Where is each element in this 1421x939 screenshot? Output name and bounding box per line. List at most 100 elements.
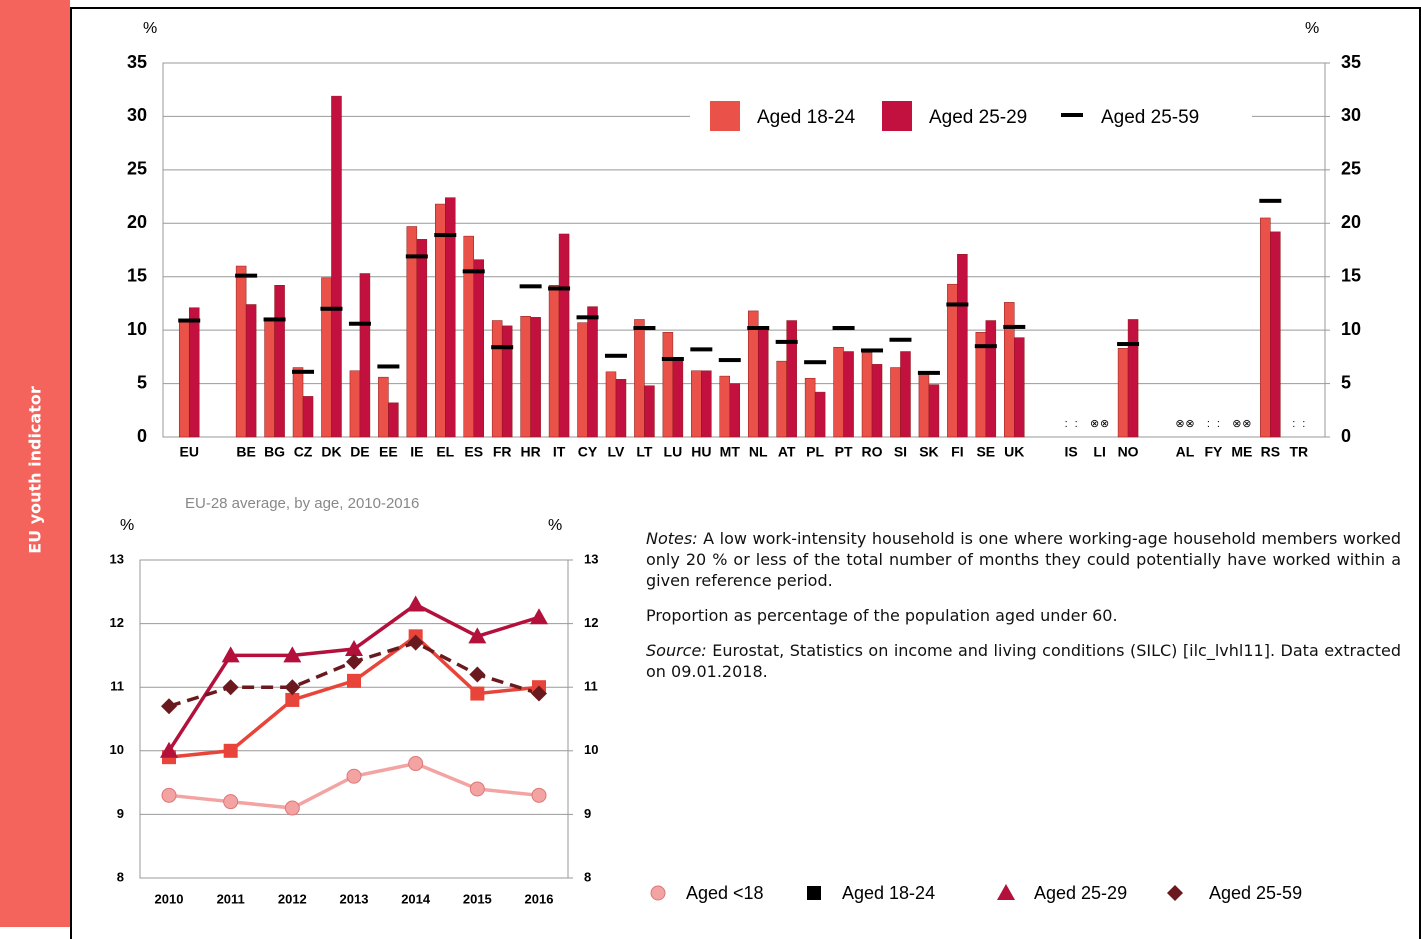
point — [407, 634, 424, 651]
y-tick-label: 12 — [110, 615, 124, 630]
legend-label: Aged <18 — [686, 883, 764, 903]
note-label: Notes: — [646, 529, 698, 548]
bar — [388, 402, 399, 438]
y-unit: % — [143, 20, 157, 37]
x-tick-label: 2010 — [155, 891, 184, 906]
point — [222, 679, 239, 696]
bar — [1260, 217, 1271, 438]
point — [469, 666, 486, 683]
x-tick-label: AL — [1176, 444, 1195, 460]
bar — [321, 277, 332, 438]
bar — [701, 370, 712, 438]
bar — [548, 285, 560, 438]
x-tick-label: LT — [636, 444, 653, 460]
bar — [729, 383, 741, 438]
bar — [359, 273, 371, 438]
x-tick-label: LU — [664, 444, 683, 460]
sidebar: EU youth indicator — [0, 0, 70, 927]
y-tick-label: 5 — [137, 372, 147, 392]
marker — [519, 284, 542, 289]
bar — [1014, 337, 1025, 438]
bar — [416, 239, 428, 438]
bar — [843, 351, 854, 438]
marker — [633, 326, 656, 331]
marker — [178, 318, 201, 323]
x-tick-label: FR — [493, 444, 512, 460]
note: Source: Eurostat, Statistics on income a… — [646, 640, 1401, 682]
value-label: : — [1075, 418, 1078, 430]
marker — [718, 358, 741, 363]
bar — [274, 285, 285, 438]
x-tick-label: PL — [806, 444, 824, 460]
plot-frame — [139, 559, 569, 879]
y2-tick-label: 9 — [584, 806, 591, 821]
marker — [434, 233, 457, 238]
legend-label: Aged 25-59 — [1101, 107, 1199, 128]
x-tick-label: HU — [691, 444, 711, 460]
marker — [917, 370, 940, 375]
x-tick-label: SE — [976, 444, 995, 460]
y2-tick-label: 35 — [1341, 52, 1361, 72]
bar — [672, 359, 684, 438]
bar — [473, 259, 484, 438]
point — [161, 787, 177, 803]
notes: Notes: A low work-intensity household is… — [646, 528, 1401, 696]
legend-swatch — [1061, 113, 1083, 117]
point — [531, 685, 547, 702]
y2-tick-label: 10 — [1341, 319, 1361, 339]
bar — [890, 367, 901, 438]
plot-frame — [162, 62, 1326, 438]
value-label: ⊗ — [1232, 418, 1241, 430]
point — [345, 640, 363, 657]
x-tick-label: UK — [1004, 444, 1024, 460]
legend-swatch — [882, 101, 912, 131]
x-tick-label: DK — [321, 444, 341, 460]
value-label: ⊗ — [1185, 418, 1194, 430]
bar — [804, 377, 816, 438]
x-tick-label: RS — [1261, 444, 1280, 460]
marker — [690, 347, 713, 352]
bar — [349, 370, 361, 438]
y2-tick-label: 13 — [584, 551, 598, 566]
marker — [348, 321, 371, 326]
bar — [786, 320, 797, 438]
y-tick-label: 30 — [127, 105, 147, 125]
note: Proportion as percentage of the populati… — [646, 605, 1401, 626]
x-tick-label: AT — [778, 444, 796, 460]
x-tick-label: LI — [1093, 444, 1105, 460]
value-label: ⊗ — [1175, 418, 1184, 430]
x-tick-label: CY — [578, 444, 598, 460]
bar — [985, 320, 997, 438]
y2-tick-label: 0 — [1341, 426, 1351, 446]
marker — [576, 315, 599, 320]
bar — [662, 332, 674, 438]
x-tick-label: MT — [720, 444, 741, 460]
note-label: Source: — [646, 641, 707, 660]
y-tick-label: 35 — [127, 52, 147, 72]
x-tick-label: EU — [179, 444, 198, 460]
marker — [235, 273, 258, 278]
x-tick-label: 2011 — [217, 891, 245, 906]
x-tick-label: ES — [464, 444, 483, 460]
y-tick-label: 0 — [137, 426, 147, 446]
point — [531, 787, 547, 803]
x-tick-label: IE — [410, 444, 423, 460]
point — [346, 768, 362, 784]
marker — [861, 348, 884, 353]
y-tick-label: 8 — [117, 869, 124, 884]
marker — [946, 302, 969, 307]
legend-label: Aged 25-29 — [1034, 883, 1127, 903]
legend-swatch — [1167, 885, 1183, 901]
x-tick-label: NO — [1118, 444, 1139, 460]
marker — [405, 254, 428, 259]
bar — [501, 325, 513, 438]
bar — [178, 321, 190, 438]
legend-box — [690, 97, 1252, 137]
x-tick-label: CZ — [294, 444, 313, 460]
bar — [235, 265, 247, 438]
marker — [661, 356, 684, 361]
bar — [918, 373, 930, 438]
y2-tick-label: 12 — [584, 615, 598, 630]
point — [161, 698, 177, 715]
